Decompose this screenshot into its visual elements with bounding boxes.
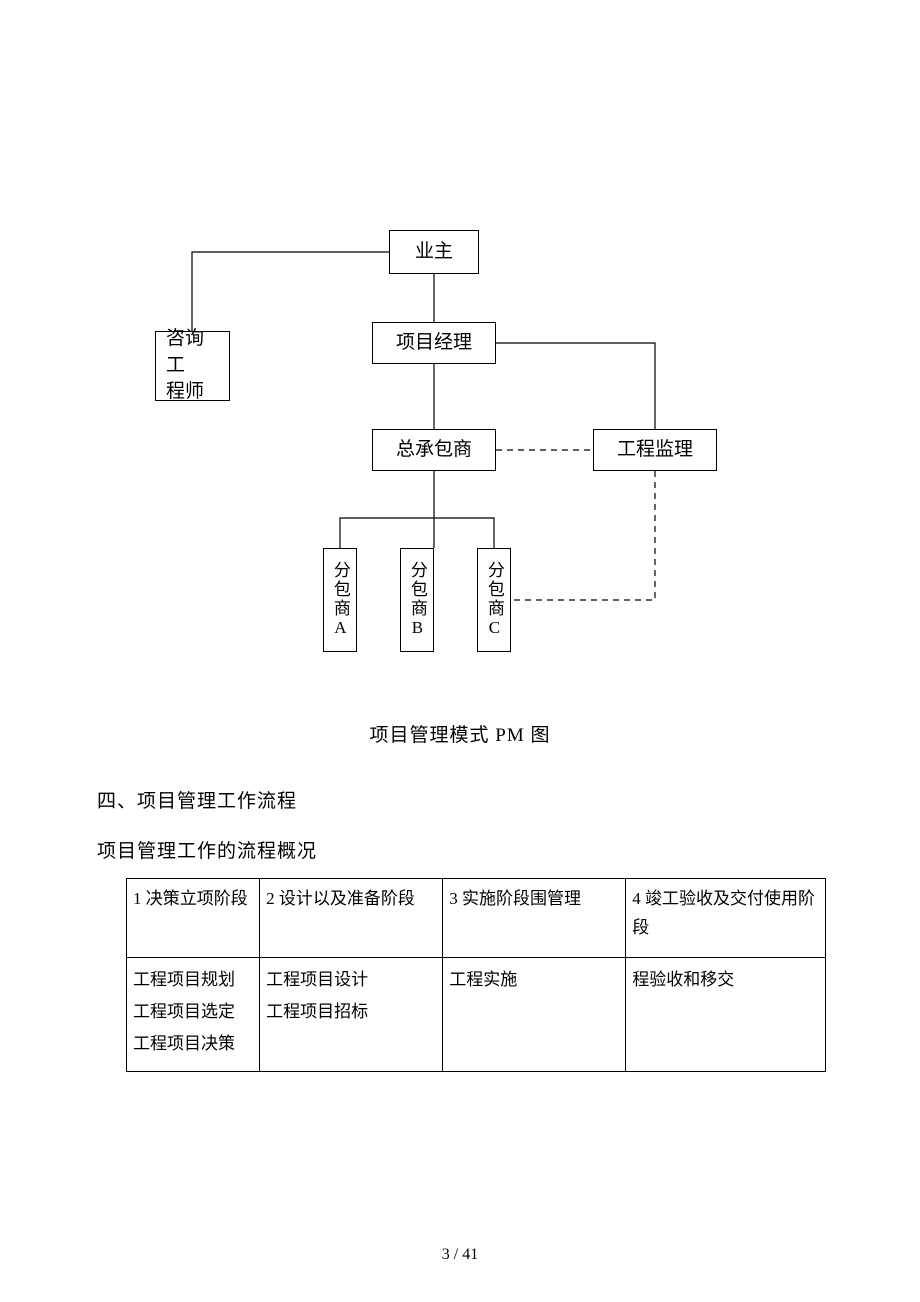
node-contractor: 总承包商 [372,429,496,471]
table-row: 工程项目规划 工程项目选定 工程项目决策 工程项目设计 工程项目招标 工程实施 … [127,957,826,1071]
node-label: 业主 [415,239,453,266]
node-label: 分包商B [405,561,429,639]
table-header-cell: 4 竣工验收及交付使用阶段 [626,879,826,958]
node-label: 工程监理 [617,437,693,464]
table-cell: 工程项目规划 工程项目选定 工程项目决策 [127,957,260,1071]
section-heading-1: 四、项目管理工作流程 [97,786,297,813]
node-sub-a: 分包商A [323,548,357,652]
process-table: 1 决策立项阶段 2 设计以及准备阶段 3 实施阶段围管理 4 竣工验收及交付使… [126,878,826,1072]
page-footer: 3 / 41 [0,1246,920,1264]
node-label: 总承包商 [396,437,472,464]
table-cell: 程验收和移交 [626,957,826,1071]
diagram-caption: 项目管理模式 PM 图 [0,720,920,747]
node-sub-c: 分包商C [477,548,511,652]
node-label: 分包商C [482,561,506,639]
node-label: 分包商A [328,561,352,639]
node-label: 咨询工 程师 [166,326,219,406]
edge-supervise-subC [511,471,655,600]
table-cell: 工程项目设计 工程项目招标 [260,957,443,1071]
node-consult: 咨询工 程师 [155,331,230,401]
cell-line: 工程项目设计 [266,964,436,996]
edge-pm-supervise [496,343,655,429]
table-row: 1 决策立项阶段 2 设计以及准备阶段 3 实施阶段围管理 4 竣工验收及交付使… [127,879,826,958]
section-heading-2: 项目管理工作的流程概况 [97,836,317,863]
cell-line: 工程项目决策 [133,1028,253,1060]
edge-split-subC [434,518,494,548]
edge-owner-consult [192,252,389,331]
table-cell: 工程实施 [443,957,626,1071]
pm-diagram: 业主 咨询工 程师 项目经理 总承包商 工程监理 分包商A 分包商B 分包商C [0,230,920,670]
cell-line: 工程项目规划 [133,964,253,996]
node-sub-b: 分包商B [400,548,434,652]
node-label: 项目经理 [396,330,472,357]
node-pm: 项目经理 [372,322,496,364]
edge-split-subA [340,518,434,548]
node-supervise: 工程监理 [593,429,717,471]
table-header-cell: 1 决策立项阶段 [127,879,260,958]
node-owner: 业主 [389,230,479,274]
cell-line: 工程项目选定 [133,996,253,1028]
table-header-cell: 3 实施阶段围管理 [443,879,626,958]
table-header-cell: 2 设计以及准备阶段 [260,879,443,958]
cell-line: 工程项目招标 [266,996,436,1028]
